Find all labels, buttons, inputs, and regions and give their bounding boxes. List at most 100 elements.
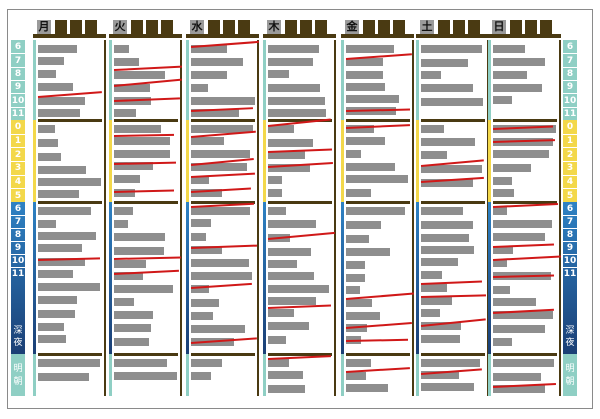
program-cell[interactable] <box>268 189 282 197</box>
program-cell[interactable] <box>493 84 542 92</box>
program-cell[interactable] <box>421 207 463 215</box>
program-cell[interactable] <box>114 372 177 380</box>
day-header-6[interactable]: 土 <box>416 18 489 38</box>
program-cell[interactable] <box>38 310 75 318</box>
program-cell[interactable] <box>114 207 133 215</box>
program-cell[interactable] <box>114 137 170 145</box>
program-cell[interactable] <box>346 248 390 256</box>
program-cell[interactable] <box>38 232 96 240</box>
program-cell[interactable] <box>421 98 483 106</box>
program-cell[interactable] <box>268 297 316 305</box>
program-cell[interactable] <box>346 137 385 145</box>
program-cell[interactable] <box>346 324 367 332</box>
program-cell[interactable] <box>493 125 556 133</box>
program-cell[interactable] <box>191 299 219 307</box>
program-cell[interactable] <box>493 177 512 185</box>
program-cell[interactable] <box>421 138 475 146</box>
program-cell[interactable] <box>114 338 149 346</box>
program-cell[interactable] <box>421 234 469 242</box>
program-cell[interactable] <box>191 272 252 280</box>
program-cell[interactable] <box>114 272 143 280</box>
program-cell[interactable] <box>191 219 211 227</box>
program-cell[interactable] <box>268 285 329 293</box>
program-cell[interactable] <box>191 176 209 184</box>
program-cell[interactable] <box>493 189 514 197</box>
program-cell[interactable] <box>493 45 525 53</box>
program-cell[interactable] <box>38 220 56 228</box>
program-cell[interactable] <box>38 359 100 367</box>
program-cell[interactable] <box>493 338 512 346</box>
program-cell[interactable] <box>493 298 536 306</box>
program-cell[interactable] <box>346 189 371 197</box>
program-cell[interactable] <box>268 322 309 330</box>
program-cell[interactable] <box>114 97 151 105</box>
program-cell[interactable] <box>346 71 383 79</box>
program-cell[interactable] <box>346 107 396 115</box>
program-cell[interactable] <box>346 125 374 133</box>
program-cell[interactable] <box>421 383 474 391</box>
program-cell[interactable] <box>114 298 134 306</box>
program-cell[interactable] <box>191 163 247 171</box>
program-cell[interactable] <box>268 151 305 159</box>
program-cell[interactable] <box>114 220 128 228</box>
program-cell[interactable] <box>421 59 468 67</box>
program-cell[interactable] <box>114 285 173 293</box>
program-cell[interactable] <box>493 220 552 228</box>
program-cell[interactable] <box>38 57 64 65</box>
program-cell[interactable] <box>268 97 325 105</box>
program-cell[interactable] <box>191 285 209 293</box>
program-cell[interactable] <box>346 286 360 294</box>
program-cell[interactable] <box>114 125 161 133</box>
program-cell[interactable] <box>38 153 61 161</box>
program-cell[interactable] <box>191 233 206 241</box>
program-cell[interactable] <box>421 125 444 133</box>
program-cell[interactable] <box>421 71 441 79</box>
program-cell[interactable] <box>268 70 289 78</box>
program-cell[interactable] <box>346 261 365 269</box>
program-cell[interactable] <box>421 371 459 379</box>
program-cell[interactable] <box>38 45 77 53</box>
program-cell[interactable] <box>268 139 313 147</box>
program-cell[interactable] <box>421 246 474 254</box>
program-cell[interactable] <box>268 84 320 92</box>
day-header-2[interactable]: 火 <box>109 18 182 38</box>
program-cell[interactable] <box>38 139 58 147</box>
program-cell[interactable] <box>421 165 482 173</box>
program-cell[interactable] <box>346 312 380 320</box>
program-cell[interactable] <box>346 235 369 243</box>
program-cell[interactable] <box>421 309 440 317</box>
program-cell[interactable] <box>38 258 85 266</box>
program-cell[interactable] <box>268 309 294 317</box>
program-cell[interactable] <box>421 221 473 229</box>
program-cell[interactable] <box>268 109 326 117</box>
program-cell[interactable] <box>38 125 55 133</box>
program-cell[interactable] <box>493 207 507 215</box>
day-header-1[interactable]: 月 <box>33 18 106 38</box>
program-cell[interactable] <box>346 150 361 158</box>
program-cell[interactable] <box>421 258 458 266</box>
program-cell[interactable] <box>114 359 167 367</box>
program-cell[interactable] <box>114 45 129 53</box>
program-cell[interactable] <box>493 385 545 393</box>
program-cell[interactable] <box>114 247 164 255</box>
program-cell[interactable] <box>114 175 140 183</box>
program-cell[interactable] <box>191 312 213 320</box>
program-cell[interactable] <box>346 299 372 307</box>
program-cell[interactable] <box>191 359 222 367</box>
program-cell[interactable] <box>421 151 447 159</box>
program-cell[interactable] <box>191 58 243 66</box>
program-cell[interactable] <box>114 84 150 92</box>
program-cell[interactable] <box>421 297 452 305</box>
program-cell[interactable] <box>346 372 366 380</box>
program-cell[interactable] <box>38 166 86 174</box>
program-cell[interactable] <box>191 189 222 197</box>
program-cell[interactable] <box>38 270 73 278</box>
program-cell[interactable] <box>421 335 460 343</box>
program-cell[interactable] <box>191 372 211 380</box>
program-cell[interactable] <box>114 189 135 197</box>
program-cell[interactable] <box>493 286 510 294</box>
program-cell[interactable] <box>38 109 80 117</box>
program-cell[interactable] <box>493 311 553 319</box>
program-cell[interactable] <box>493 325 545 333</box>
day-header-4[interactable]: 木 <box>263 18 336 38</box>
